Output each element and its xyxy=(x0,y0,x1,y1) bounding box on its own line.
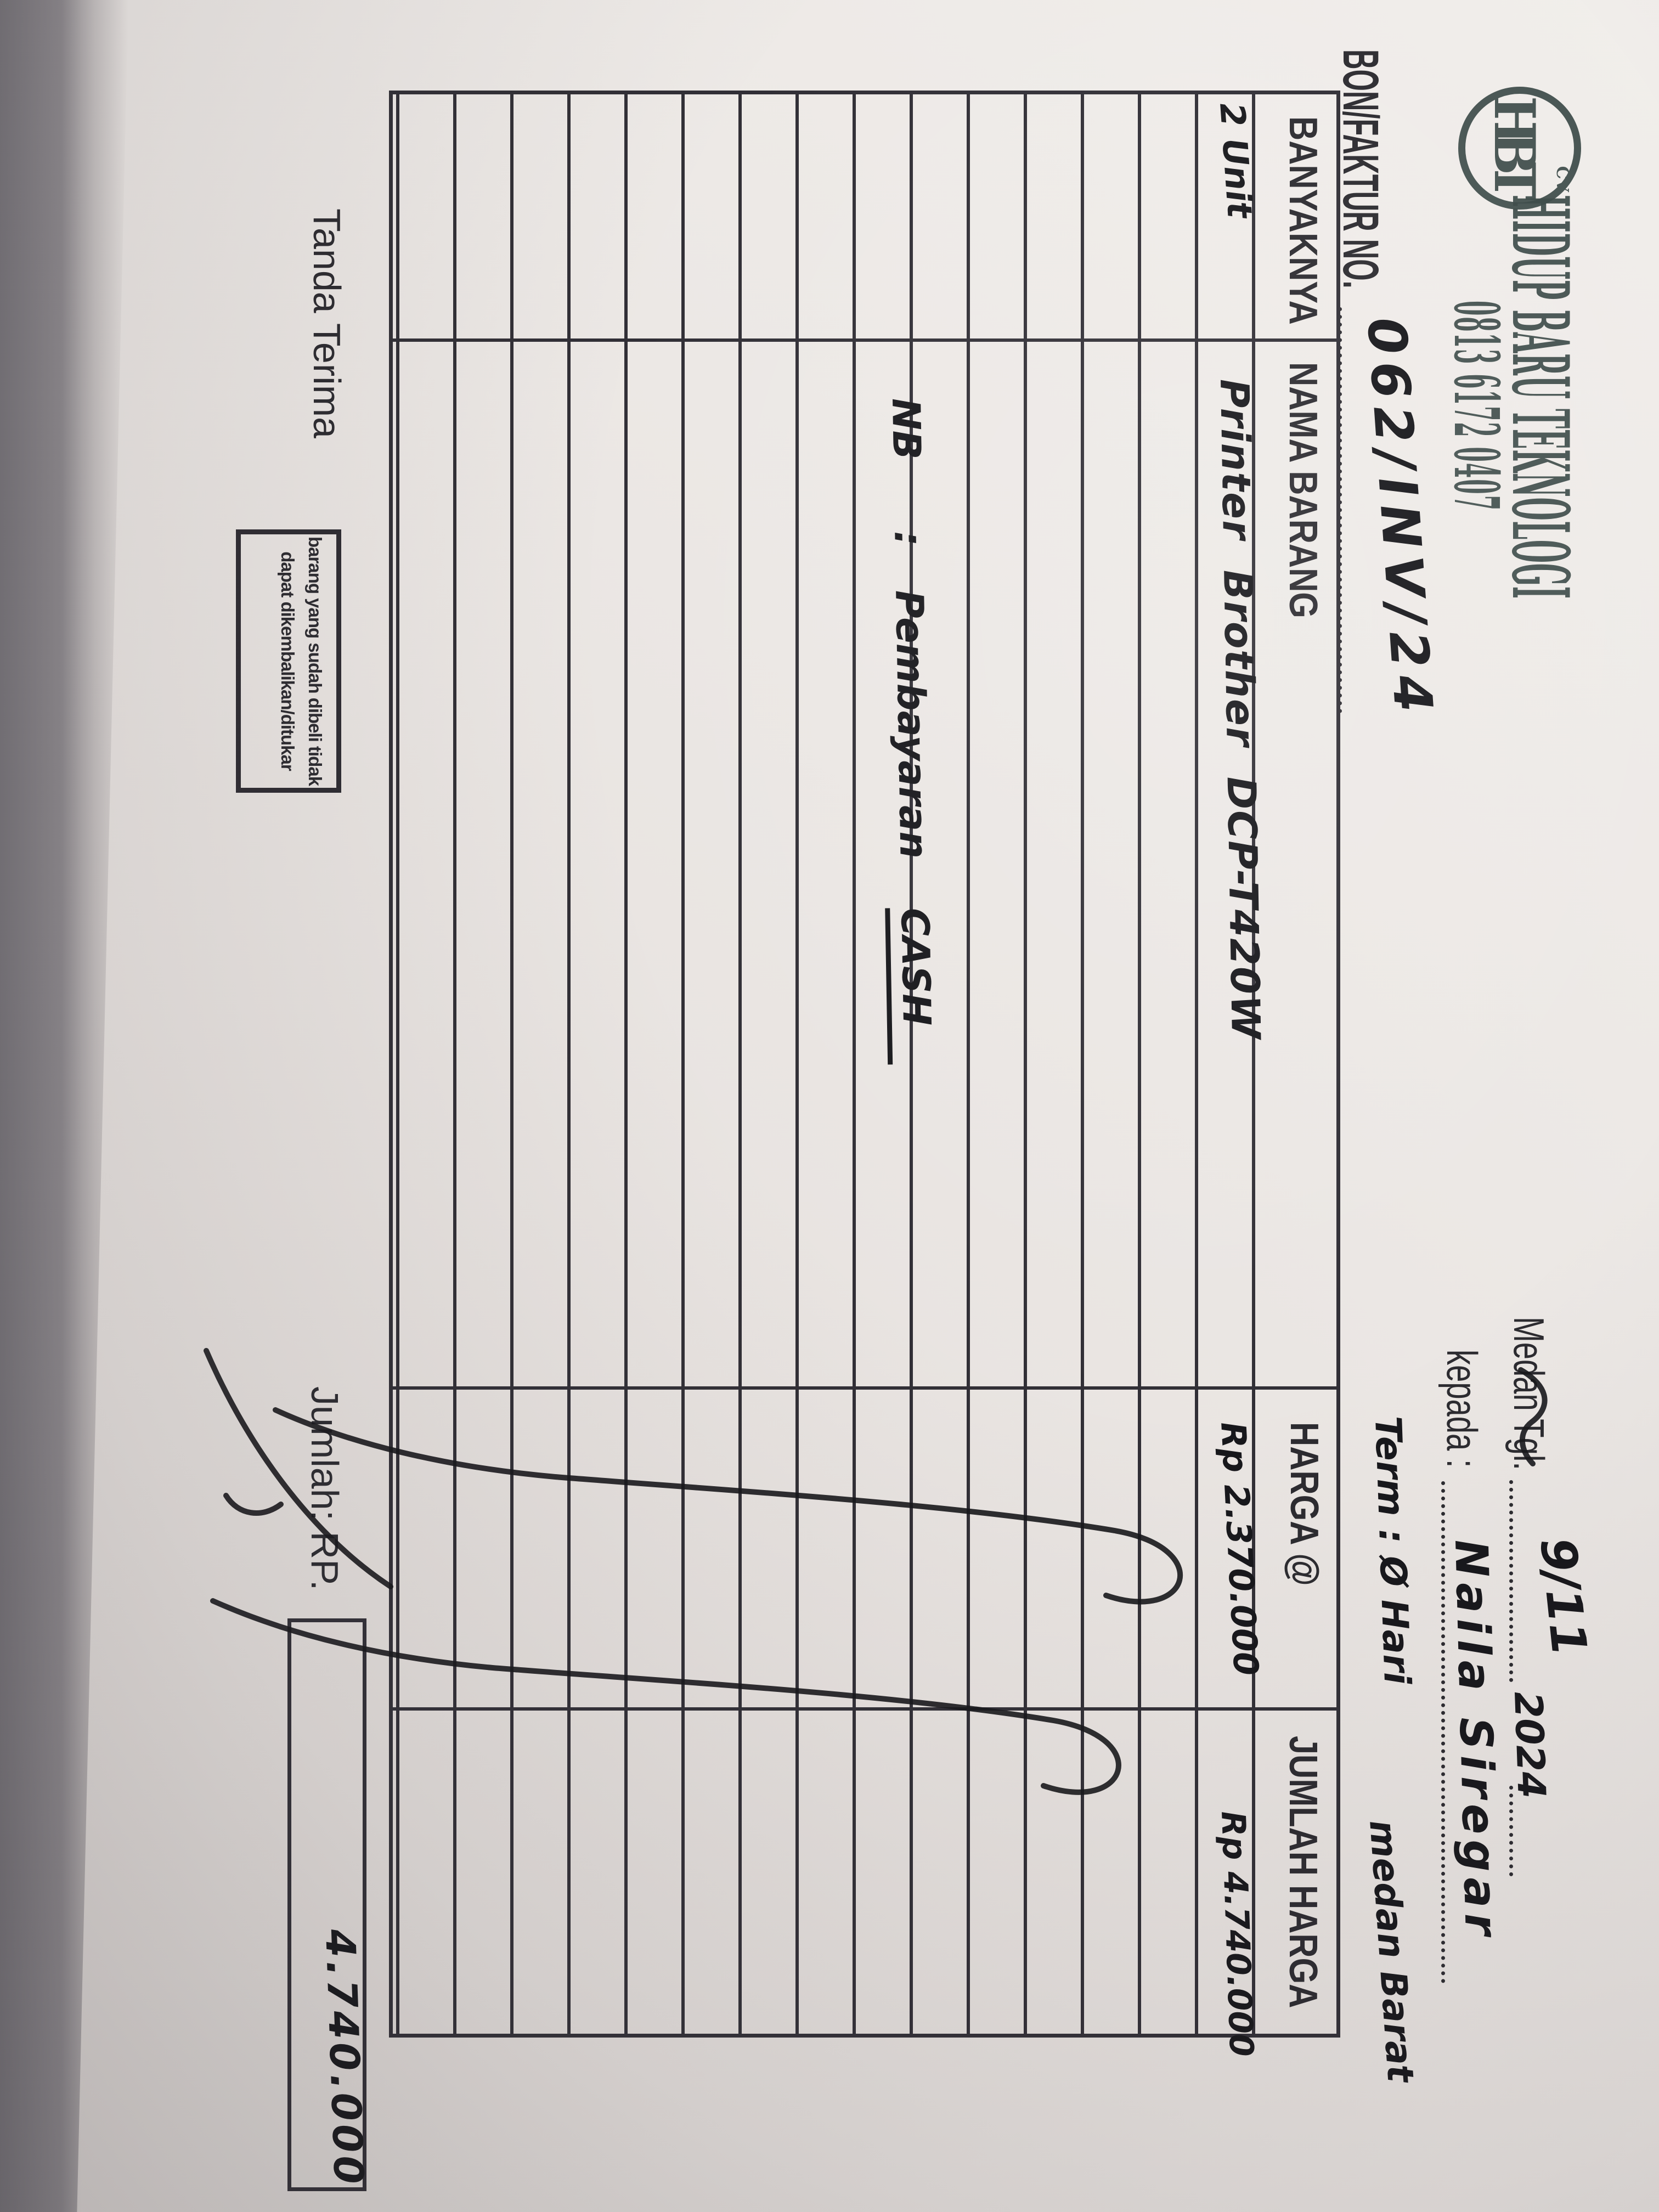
nb-cash: CASH xyxy=(885,907,940,1065)
region-note-handwritten: medan Barat xyxy=(1361,1819,1422,2084)
header-nama-barang: NAMA BARANG xyxy=(1281,362,1325,618)
table-row-lines xyxy=(393,94,1252,2034)
header-jumlah-harga: JUMLAH HARGA xyxy=(1281,1736,1325,2008)
year-value: 2024 xyxy=(1505,1691,1554,1799)
company-logo: CV. HBT xyxy=(1458,87,1581,210)
jumlah-signature-stroke xyxy=(204,1348,393,1589)
jumlah-signature-hook xyxy=(223,1493,284,1516)
term-note-handwritten: Term : Ø Hari xyxy=(1367,1415,1419,1685)
items-table: BANYAKNYA NAMA BARANG HARGA @ JUMLAH HAR… xyxy=(389,91,1340,2038)
warning-box: barang yang sudah dibeli tidak dapat dik… xyxy=(236,529,341,793)
company-phone: 0813 6172 0407 xyxy=(1440,301,1512,511)
warning-line-1: barang yang sudah dibeli tidak xyxy=(305,536,325,786)
nb-text: Pembayaran xyxy=(887,589,936,859)
date-dotted-line-1 xyxy=(1509,1480,1513,1682)
kepada-handwritten: Naila Siregar xyxy=(1444,1539,1508,1942)
bon-number-handwritten: 062/INV/24 xyxy=(1355,315,1445,722)
date-dotted-line-2 xyxy=(1509,1786,1513,1876)
paper-bottom-edge-and-desk xyxy=(0,0,128,2212)
logo-monogram: HBT xyxy=(1481,96,1548,188)
nb-prefix: NB xyxy=(883,398,929,460)
warning-line-2: dapat dikembalikan/ditukar xyxy=(278,551,298,771)
nb-colon: : xyxy=(885,530,931,547)
total-amount-handwritten: 4.740.000 xyxy=(316,1928,373,2188)
logo-cv-text: CV. xyxy=(1553,166,1572,195)
tanda-terima-label: Tanda Terima xyxy=(306,208,348,438)
date-label: Medan Tgl. xyxy=(1505,1317,1553,1470)
jumlah-label: Jumlah: RP. xyxy=(303,1386,346,1591)
row-qty: 2 Unit xyxy=(1212,101,1260,219)
header-banyaknya: BANYAKNYA xyxy=(1281,116,1325,325)
date-handwritten: 9/11 xyxy=(1529,1535,1598,1659)
header-harga: HARGA @ xyxy=(1282,1422,1326,1586)
kepada-label: kepada : xyxy=(1438,1350,1486,1468)
